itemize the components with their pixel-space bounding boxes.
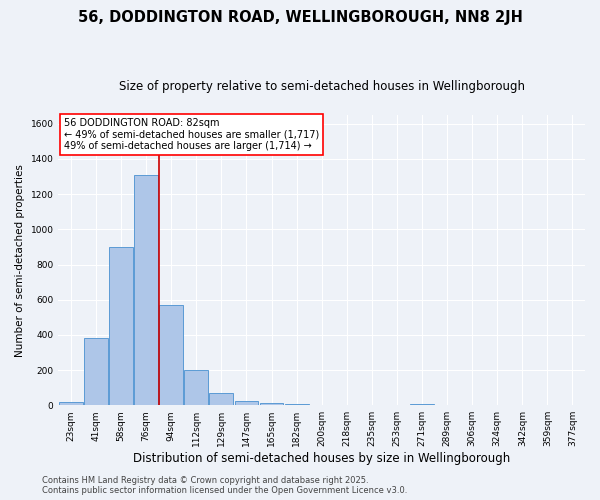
Bar (285, 404, 308, 405)
Title: Size of property relative to semi-detached houses in Wellingborough: Size of property relative to semi-detach… (119, 80, 525, 93)
Bar (109, 247, 133, 405)
X-axis label: Distribution of semi-detached houses by size in Wellingborough: Distribution of semi-detached houses by … (133, 452, 511, 465)
Bar (184, 370, 208, 405)
Bar (160, 305, 183, 405)
Bar (59, 402, 83, 405)
Text: Contains HM Land Registry data © Crown copyright and database right 2025.
Contai: Contains HM Land Registry data © Crown c… (42, 476, 407, 495)
Y-axis label: Number of semi-detached properties: Number of semi-detached properties (15, 164, 25, 356)
Bar (260, 404, 283, 405)
Bar (235, 401, 259, 405)
Bar (209, 393, 233, 405)
Text: 56 DODDINGTON ROAD: 82sqm
← 49% of semi-detached houses are smaller (1,717)
49% : 56 DODDINGTON ROAD: 82sqm ← 49% of semi-… (64, 118, 319, 151)
Bar (134, 175, 158, 405)
Bar (410, 404, 434, 405)
Text: 56, DODDINGTON ROAD, WELLINGBOROUGH, NN8 2JH: 56, DODDINGTON ROAD, WELLINGBOROUGH, NN8… (77, 10, 523, 25)
Bar (84, 338, 108, 405)
